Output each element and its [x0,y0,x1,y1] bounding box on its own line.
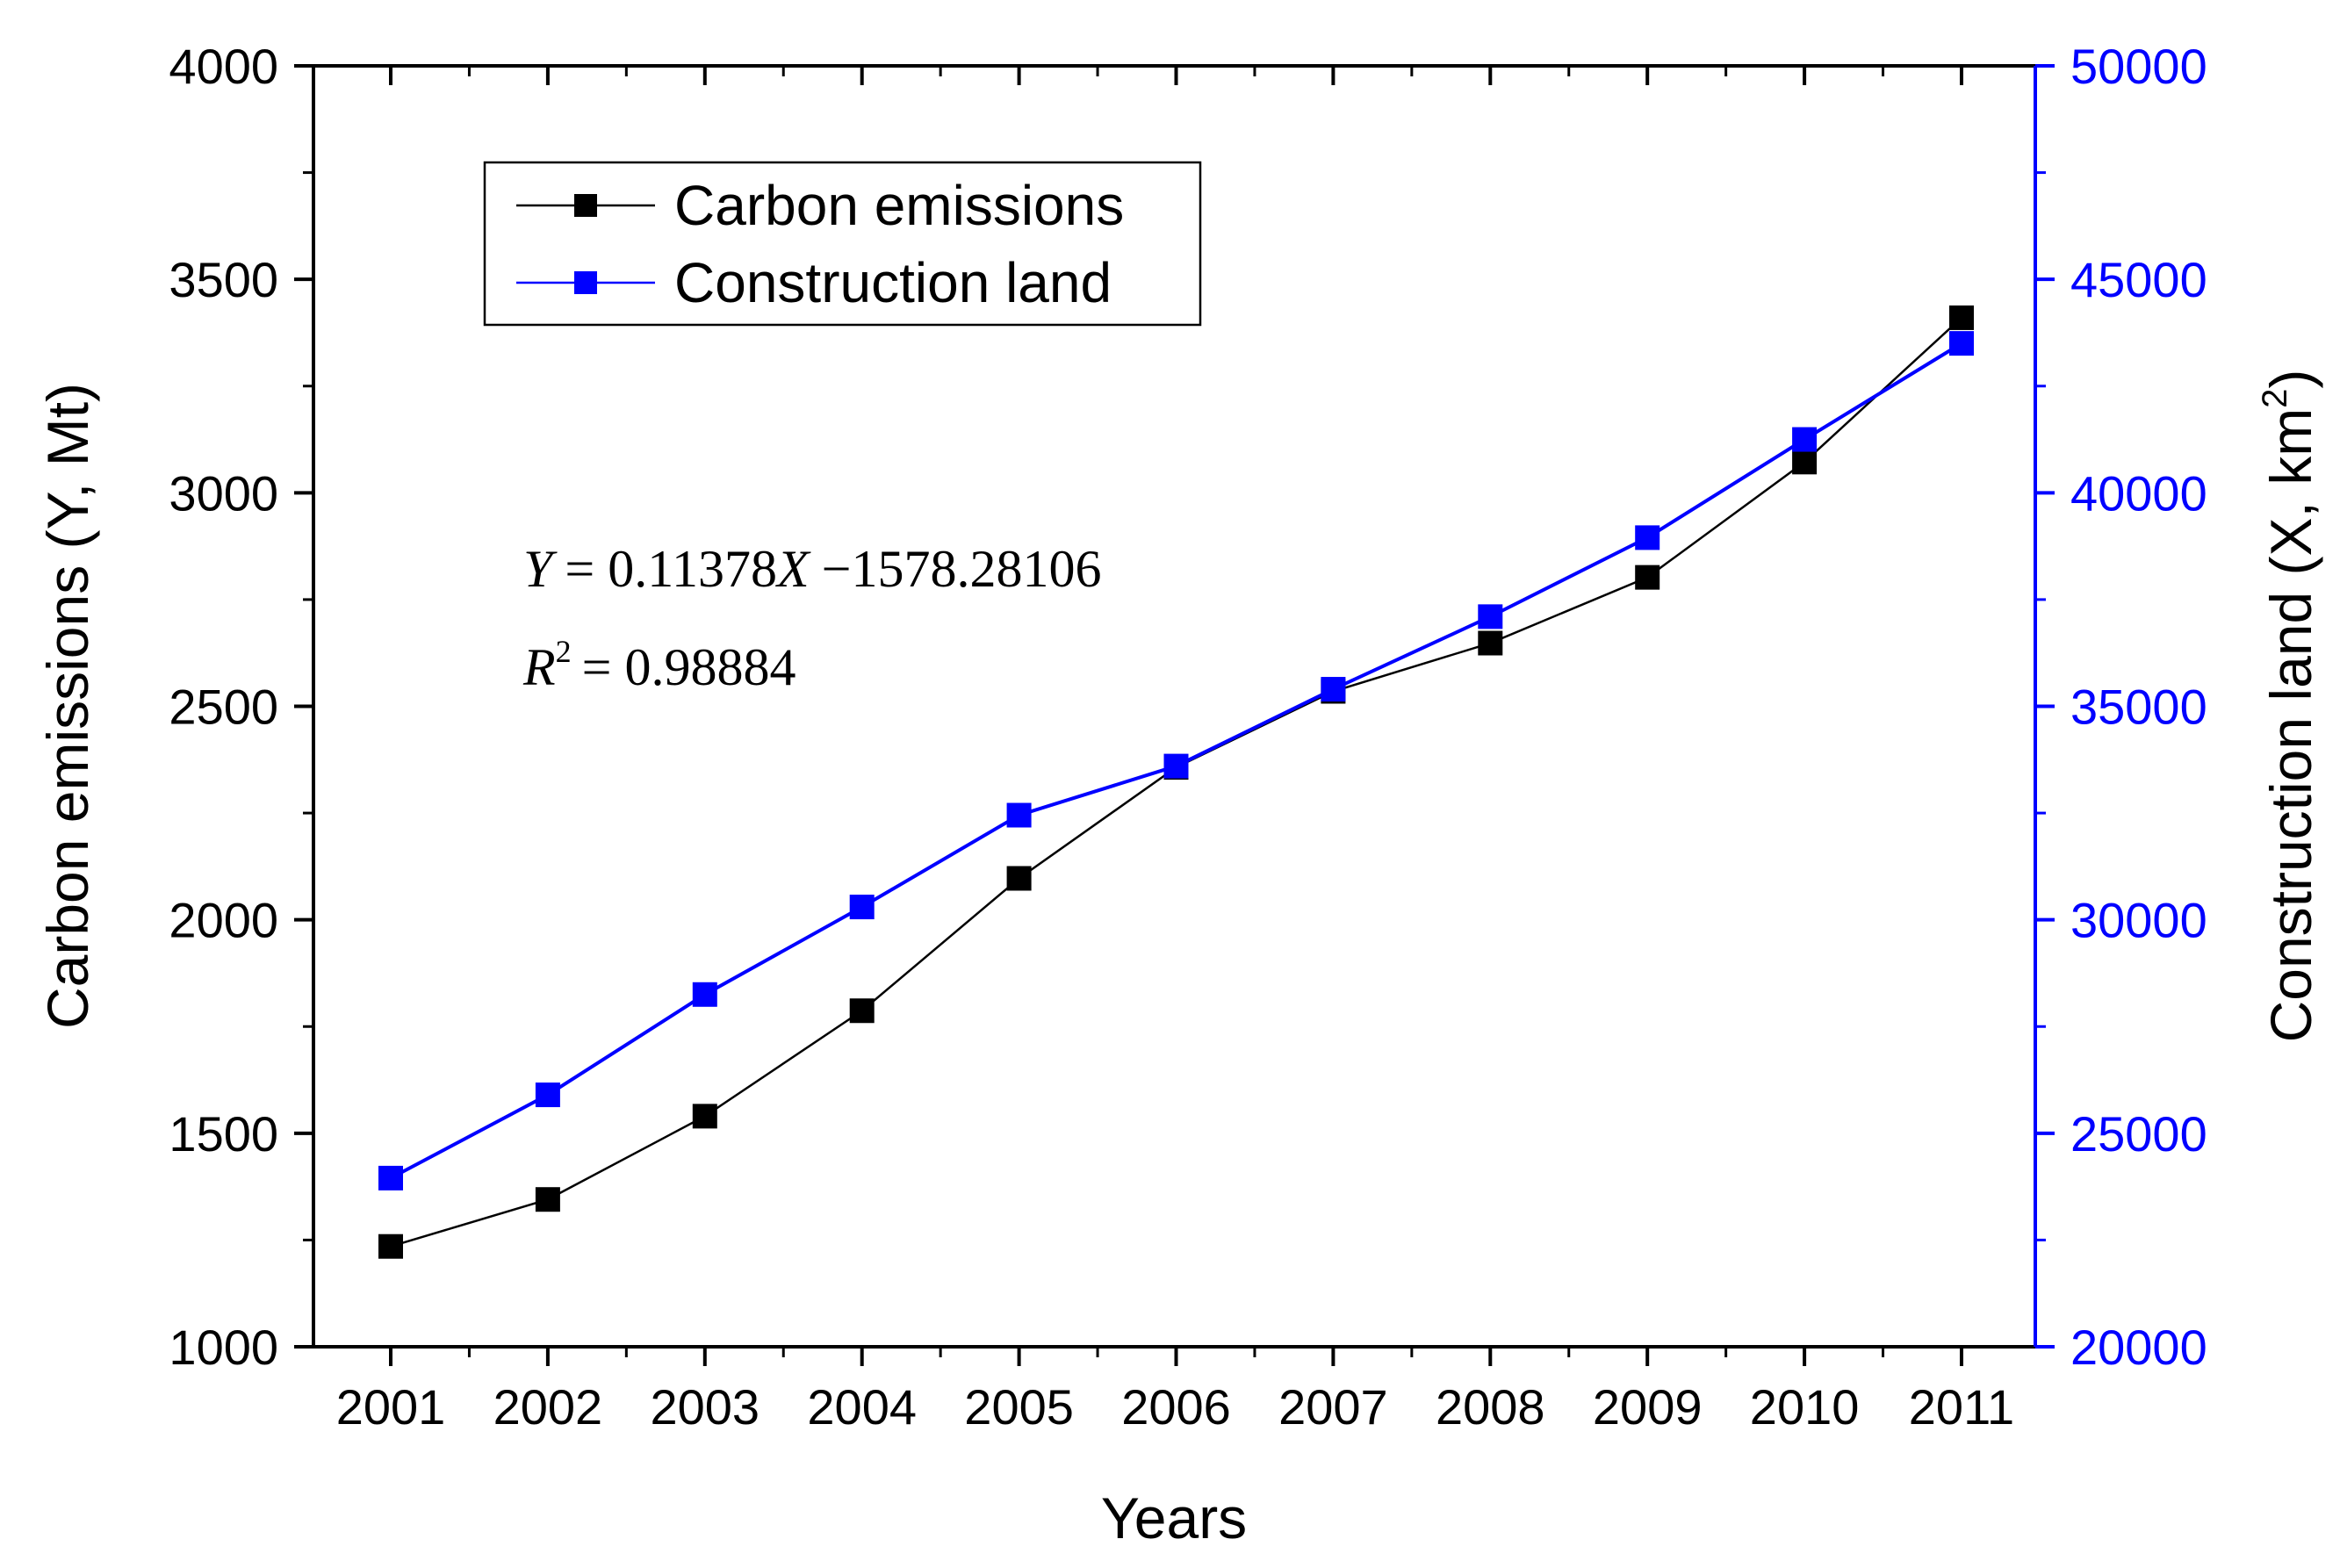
r-value: = 0.98884 [582,638,796,696]
carbon-emissions-point [692,1104,717,1129]
carbon-emissions-point [1006,866,1032,891]
x-tick-label: 2006 [1121,1379,1231,1435]
regression-equation: Y = 0.11378X −1578.28106 [523,540,1102,598]
x-tick-label: 2010 [1750,1379,1860,1435]
x-tick-label: 2009 [1593,1379,1703,1435]
construction-land-point [535,1082,560,1108]
y2-axis-title-close: ) [2258,370,2323,389]
right-axis-ticks: 20000 25000 30000 35000 40000 45000 50000 [2035,39,2207,1375]
legend-label-carbon: Carbon emissions [674,174,1124,237]
legend-box [483,161,1202,327]
left-tick-label: 4000 [169,39,278,94]
construction-land-point [1949,331,1974,356]
series-construction-land [378,331,1974,1190]
regression-annotation: Y = 0.11378X −1578.28106 R2 = 0.98884 [522,540,1102,696]
y-axis-title: Carbon emissions (Y, Mt) [35,383,100,1029]
construction-land-point [849,895,875,920]
right-tick-label: 45000 [2070,252,2207,307]
carbon-emissions-point [1792,450,1818,475]
construction-land-point [1478,604,1503,629]
legend: Carbon emissions Construction land [483,161,1202,327]
eq-y: Y [523,540,558,598]
x-tick-label: 2007 [1278,1379,1388,1435]
left-tick-label: 1500 [169,1106,278,1162]
left-axis-ticks: 1000 1500 2000 2500 3000 3500 4000 [169,39,313,1375]
right-tick-label: 35000 [2070,680,2207,735]
x-axis-ticks: 2001 2002 2003 2004 2005 2006 2007 2008 2009 2010… [336,1347,2014,1435]
left-tick-label: 2000 [169,893,278,948]
right-tick-label: 40000 [2070,465,2207,521]
legend-marker-carbon [574,194,597,217]
right-tick-label: 20000 [2070,1320,2207,1375]
construction-land-point [1792,427,1818,452]
x-tick-label: 2004 [807,1379,917,1435]
r-sup: 2 [556,634,572,669]
carbon-emissions-point [1478,630,1503,656]
construction-land-point [1635,525,1660,550]
x-tick-label: 2002 [493,1379,603,1435]
r-squared: R2 = 0.98884 [522,634,796,696]
carbon-emissions-point [378,1234,403,1259]
y2-axis-title-main: Construction land (X, km [2258,408,2323,1043]
carbon-emissions-point [535,1187,560,1212]
construction-land-point [1321,677,1346,702]
y2-axis-title: Construction land (X, km2) [2256,370,2323,1043]
left-tick-label: 3500 [169,252,278,307]
left-tick-label: 1000 [169,1320,278,1375]
right-tick-label: 50000 [2070,39,2207,94]
right-tick-label: 25000 [2070,1106,2207,1162]
legend-marker-land [574,271,597,294]
x-tick-label: 2011 [1909,1379,2014,1435]
x-tick-label: 2003 [651,1379,760,1435]
carbon-emissions-point [1635,565,1660,590]
carbon-emissions-point [849,998,875,1024]
eq-coef: = 0.11378 [565,540,777,598]
left-tick-label: 3000 [169,465,278,521]
construction-land-point [378,1165,403,1190]
x-axis-title: Years [1101,1485,1247,1550]
carbon-emissions-line [390,317,1962,1248]
x-tick-label: 2008 [1436,1379,1545,1435]
construction-land-point [1006,802,1032,828]
r-symbol: R [522,638,556,696]
top-axis-ticks [389,66,1963,85]
carbon-emissions-point [1949,305,1974,330]
eq-intercept: −1578.28106 [822,540,1102,598]
construction-land-point [1163,753,1189,779]
x-tick-label: 2005 [964,1379,1074,1435]
legend-label-land: Construction land [674,251,1112,314]
right-tick-label: 30000 [2070,893,2207,948]
eq-x: X [775,540,811,598]
construction-land-point [692,982,717,1007]
series-carbon-emissions [378,305,1974,1259]
x-tick-label: 2001 [336,1379,446,1435]
left-tick-label: 2500 [169,680,278,735]
y2-axis-title-sup: 2 [2256,389,2294,408]
